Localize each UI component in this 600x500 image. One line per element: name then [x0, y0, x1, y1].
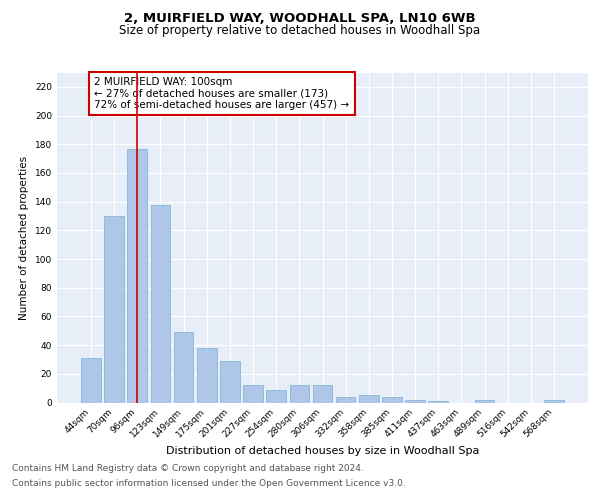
Bar	[336, 397, 355, 402]
Bar	[428, 401, 448, 402]
Text: Contains HM Land Registry data © Crown copyright and database right 2024.: Contains HM Land Registry data © Crown c…	[12, 464, 364, 473]
Text: Contains public sector information licensed under the Open Government Licence v3: Contains public sector information licen…	[12, 479, 406, 488]
Bar	[313, 386, 332, 402]
Text: 2 MUIRFIELD WAY: 100sqm
← 27% of detached houses are smaller (173)
72% of semi-d: 2 MUIRFIELD WAY: 100sqm ← 27% of detache…	[94, 77, 350, 110]
Bar	[220, 361, 240, 403]
Bar	[174, 332, 193, 402]
Bar	[104, 216, 124, 402]
X-axis label: Distribution of detached houses by size in Woodhall Spa: Distribution of detached houses by size …	[166, 446, 479, 456]
Bar	[475, 400, 494, 402]
Bar	[266, 390, 286, 402]
Bar	[151, 204, 170, 402]
Y-axis label: Number of detached properties: Number of detached properties	[19, 156, 29, 320]
Bar	[359, 396, 379, 402]
Text: Size of property relative to detached houses in Woodhall Spa: Size of property relative to detached ho…	[119, 24, 481, 37]
Bar	[290, 386, 309, 402]
Bar	[544, 400, 564, 402]
Bar	[243, 386, 263, 402]
Bar	[382, 397, 402, 402]
Bar	[127, 148, 147, 402]
Text: 2, MUIRFIELD WAY, WOODHALL SPA, LN10 6WB: 2, MUIRFIELD WAY, WOODHALL SPA, LN10 6WB	[124, 12, 476, 26]
Bar	[81, 358, 101, 403]
Bar	[405, 400, 425, 402]
Bar	[197, 348, 217, 403]
